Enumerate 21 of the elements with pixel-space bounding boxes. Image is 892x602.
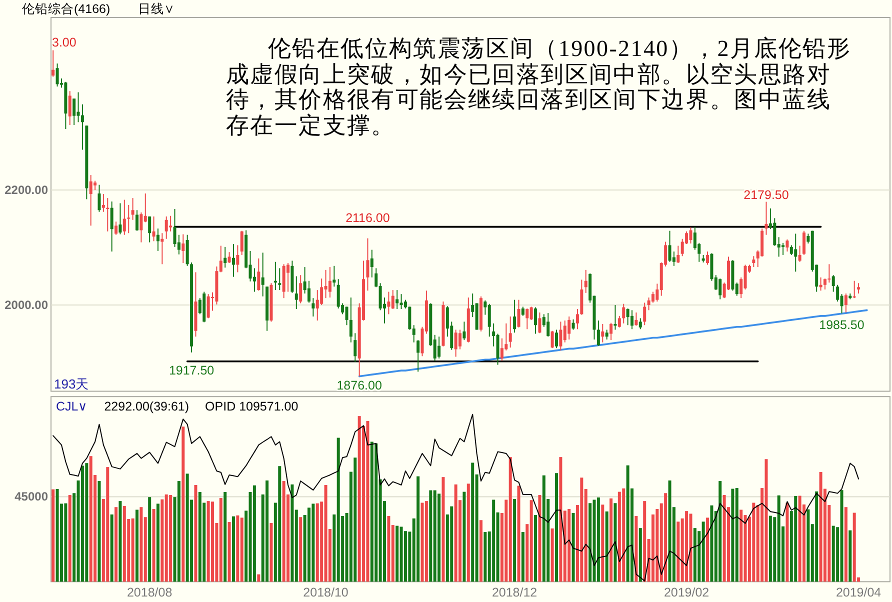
note: 193天: [54, 376, 89, 392]
title: 伦铅综合(4166): [22, 2, 110, 16]
value-label: 1917.50: [168, 363, 214, 378]
note: OPID 109571.00: [205, 400, 298, 414]
note: 伦铅在低位构筑震荡区间（1900-2140），2月底伦铅形成虚假向上突破，如今已回落到区间中部。以空头思路对待，其价格很有可能会继续回落到区间下边界。图中蓝线存在一定支撑。: [226, 36, 851, 138]
value-label: 3.00: [52, 36, 76, 50]
x-tick-label: 2019/02: [664, 586, 710, 600]
value-label: 1876.00: [336, 378, 382, 392]
y-tick-label: 2200.00: [4, 183, 48, 197]
x-tick-label: 2018/10: [303, 586, 348, 600]
value-label: 2116.00: [346, 210, 390, 225]
y-tick-label: 45000: [14, 490, 48, 504]
note: 2292.00(39:61): [104, 400, 190, 414]
value-label: 1985.50: [819, 318, 864, 332]
x-tick-label: 2019/04: [836, 586, 882, 600]
x-tick-label: 2018/12: [492, 586, 538, 600]
y-tick-label: 2000.00: [4, 298, 48, 312]
value-label: 2179.50: [744, 188, 789, 202]
x-tick-label: 2018/08: [127, 586, 172, 600]
subtitle: 日线∨: [138, 2, 176, 16]
note: CJL∨: [56, 400, 88, 414]
